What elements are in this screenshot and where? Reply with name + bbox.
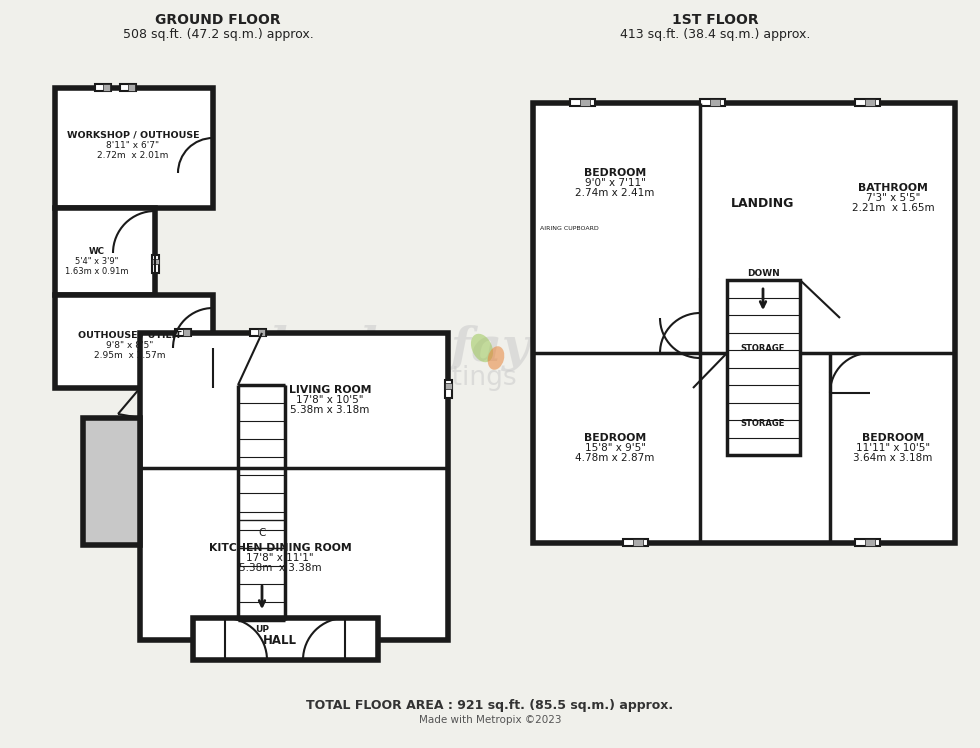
Text: WORKSHOP / OUTHOUSE: WORKSHOP / OUTHOUSE xyxy=(67,130,199,139)
Bar xyxy=(445,383,452,389)
Bar xyxy=(865,539,875,546)
Text: LANDING: LANDING xyxy=(731,197,795,209)
Text: 1ST FLOOR: 1ST FLOOR xyxy=(671,13,759,27)
Bar xyxy=(55,295,213,388)
Text: 1.63m x 0.91m: 1.63m x 0.91m xyxy=(66,266,128,275)
Bar xyxy=(727,280,800,455)
Bar xyxy=(700,99,725,106)
Bar xyxy=(152,259,159,264)
Text: BEDROOM: BEDROOM xyxy=(861,433,924,443)
Text: 2.95m  x 2.57m: 2.95m x 2.57m xyxy=(94,351,166,360)
Bar xyxy=(193,618,378,660)
Bar xyxy=(710,99,720,106)
Bar xyxy=(633,539,643,546)
Text: 4.78m x 2.87m: 4.78m x 2.87m xyxy=(575,453,655,463)
Text: 11'11" x 10'5": 11'11" x 10'5" xyxy=(856,443,930,453)
Bar xyxy=(445,380,452,398)
Text: AIRING CUPBOARD: AIRING CUPBOARD xyxy=(540,225,599,230)
Text: 9'8" x 8'5": 9'8" x 8'5" xyxy=(106,340,154,349)
Bar xyxy=(623,539,648,546)
Bar xyxy=(570,99,595,106)
Text: 5.38m  x 3.38m: 5.38m x 3.38m xyxy=(239,563,321,573)
Text: 413 sq.ft. (38.4 sq.m.) approx.: 413 sq.ft. (38.4 sq.m.) approx. xyxy=(619,28,810,40)
Text: OUTHOUSE / UTILIT: OUTHOUSE / UTILIT xyxy=(78,331,182,340)
Text: BEDROOM: BEDROOM xyxy=(584,168,646,178)
Bar xyxy=(140,333,448,640)
Bar xyxy=(55,88,213,208)
Text: BATHROOM: BATHROOM xyxy=(858,183,928,193)
Text: TOTAL FLOOR AREA : 921 sq.ft. (85.5 sq.m.) approx.: TOTAL FLOOR AREA : 921 sq.ft. (85.5 sq.m… xyxy=(307,699,673,713)
Text: BEDROOM: BEDROOM xyxy=(584,433,646,443)
Bar xyxy=(152,255,159,273)
Text: 3.64m x 3.18m: 3.64m x 3.18m xyxy=(854,453,933,463)
Bar xyxy=(55,208,155,295)
Text: 2.74m x 2.41m: 2.74m x 2.41m xyxy=(575,188,655,198)
Text: LIVING ROOM: LIVING ROOM xyxy=(289,385,371,395)
Bar xyxy=(855,99,880,106)
Ellipse shape xyxy=(471,334,493,362)
Bar xyxy=(95,84,111,91)
Text: UP: UP xyxy=(255,625,269,634)
Text: 7'3" x 5'5": 7'3" x 5'5" xyxy=(865,193,920,203)
Text: 9'0" x 7'11": 9'0" x 7'11" xyxy=(584,178,646,188)
Bar xyxy=(183,329,190,336)
Bar xyxy=(175,329,191,336)
Text: 5.38m x 3.18m: 5.38m x 3.18m xyxy=(290,405,369,415)
Bar xyxy=(103,84,110,91)
Bar xyxy=(210,352,217,358)
Bar xyxy=(238,520,285,548)
Text: KITCHEN DINING ROOM: KITCHEN DINING ROOM xyxy=(209,543,352,553)
Text: 8'11" x 6'7": 8'11" x 6'7" xyxy=(107,141,160,150)
Text: C: C xyxy=(259,528,266,538)
Bar xyxy=(128,84,135,91)
Text: sales and lettings: sales and lettings xyxy=(283,365,516,391)
Bar xyxy=(250,329,266,336)
Text: Made with Metropix ©2023: Made with Metropix ©2023 xyxy=(418,715,562,725)
Bar xyxy=(855,539,880,546)
Text: 17'8" x 10'5": 17'8" x 10'5" xyxy=(296,395,364,405)
Text: 15'8" x 9'5": 15'8" x 9'5" xyxy=(584,443,646,453)
Bar xyxy=(580,99,590,106)
Text: GROUND FLOOR: GROUND FLOOR xyxy=(155,13,281,27)
Text: STORAGE: STORAGE xyxy=(741,343,785,352)
Text: 2.21m  x 1.65m: 2.21m x 1.65m xyxy=(852,203,934,213)
Bar xyxy=(210,348,217,368)
Text: 5'4" x 3'9": 5'4" x 3'9" xyxy=(75,257,119,266)
Text: 508 sq.ft. (47.2 sq.m.) approx.: 508 sq.ft. (47.2 sq.m.) approx. xyxy=(122,28,314,40)
Text: STORAGE: STORAGE xyxy=(741,418,785,428)
Bar xyxy=(533,103,955,543)
Bar xyxy=(120,84,136,91)
Text: WC: WC xyxy=(89,247,105,256)
Text: DOWN: DOWN xyxy=(747,269,779,278)
Text: charles faye: charles faye xyxy=(241,325,560,371)
Text: 2.72m  x 2.01m: 2.72m x 2.01m xyxy=(97,150,169,159)
Ellipse shape xyxy=(488,346,505,370)
Text: 17'8" x 11'1": 17'8" x 11'1" xyxy=(246,553,314,563)
Bar xyxy=(865,99,875,106)
Text: HALL: HALL xyxy=(263,634,297,646)
Bar xyxy=(83,418,140,545)
Bar xyxy=(258,329,265,336)
